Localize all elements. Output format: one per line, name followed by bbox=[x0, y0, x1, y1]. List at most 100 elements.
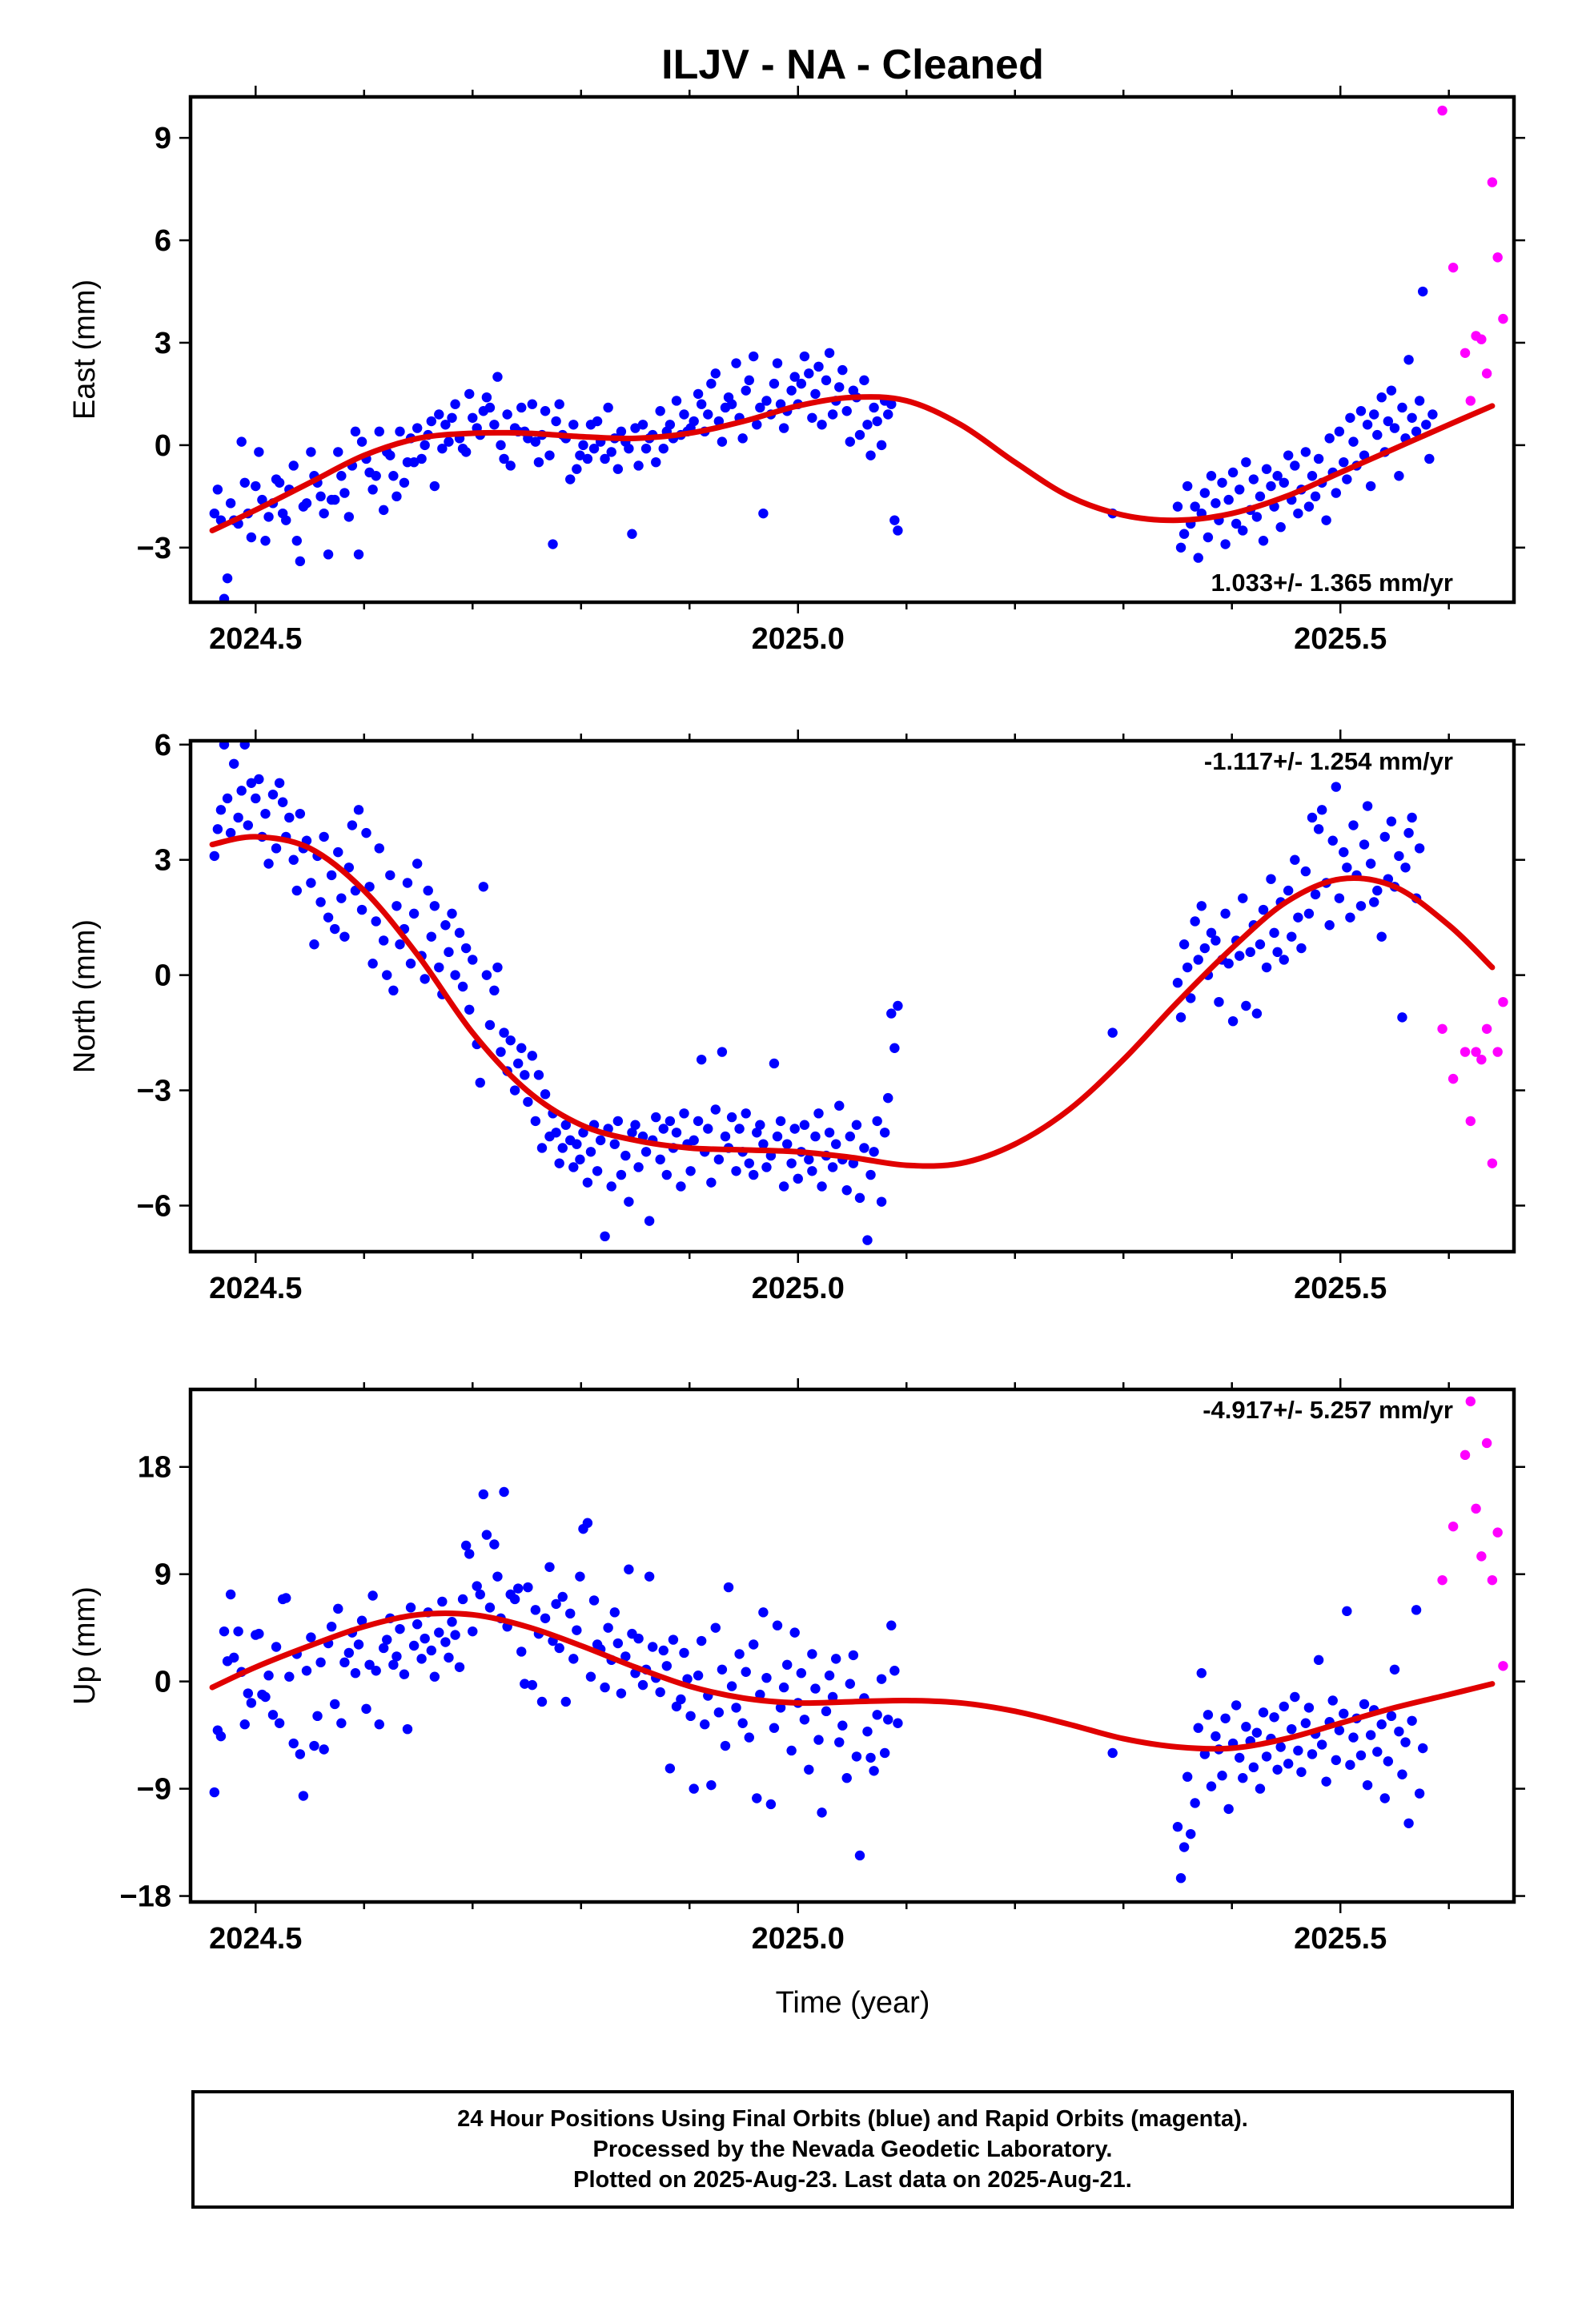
up-final-point bbox=[1217, 1771, 1227, 1781]
east-final-point bbox=[603, 402, 613, 413]
east-final-point bbox=[1217, 477, 1227, 488]
north-final-point bbox=[212, 824, 223, 834]
north-final-point bbox=[568, 1162, 579, 1172]
east-final-point bbox=[671, 396, 682, 406]
east-final-point bbox=[339, 488, 350, 498]
east-final-point bbox=[821, 375, 832, 386]
up-final-point bbox=[1417, 1743, 1428, 1754]
up-final-point bbox=[343, 1647, 355, 1659]
north-final-point bbox=[533, 1070, 544, 1080]
north-final-point bbox=[1182, 962, 1193, 973]
east-final-point bbox=[565, 474, 576, 485]
north-final-point bbox=[219, 741, 230, 750]
east-final-point bbox=[295, 556, 306, 567]
up-final-point bbox=[1178, 1842, 1190, 1852]
north-final-point bbox=[1186, 993, 1196, 1003]
east-final-point bbox=[1427, 409, 1438, 420]
up-final-point bbox=[620, 1651, 631, 1662]
east-final-point bbox=[274, 477, 285, 488]
north-final-point bbox=[315, 897, 326, 907]
north-final-point bbox=[616, 1169, 627, 1180]
east-final-point bbox=[288, 460, 299, 471]
up-final-point bbox=[516, 1647, 527, 1657]
north-final-point bbox=[1418, 0, 1427, 5]
north-final-point bbox=[1175, 1012, 1186, 1023]
east-final-point bbox=[1199, 488, 1211, 498]
north-rapid-point bbox=[1481, 1023, 1492, 1034]
up-final-point bbox=[633, 1633, 644, 1644]
north-final-point bbox=[1214, 996, 1224, 1007]
up-final-point bbox=[851, 1751, 862, 1762]
north-final-point bbox=[263, 858, 274, 869]
east-final-point bbox=[236, 436, 247, 447]
north-final-point bbox=[693, 1116, 704, 1127]
east-ytick-label: 0 bbox=[155, 429, 171, 463]
north-final-point bbox=[810, 1131, 821, 1142]
north-final-point bbox=[609, 1139, 620, 1149]
east-rapid-point bbox=[1476, 334, 1487, 344]
east-final-point bbox=[336, 471, 347, 481]
east-final-point bbox=[281, 515, 291, 525]
up-final-point bbox=[295, 1749, 306, 1759]
up-final-point bbox=[1362, 1779, 1373, 1791]
north-final-point bbox=[323, 912, 334, 923]
north-final-point bbox=[1316, 805, 1327, 815]
north-final-point bbox=[1427, 0, 1437, 5]
up-final-point bbox=[1290, 1691, 1300, 1703]
north-final-point bbox=[496, 1047, 506, 1057]
north-final-point bbox=[225, 827, 236, 838]
north-final-point bbox=[309, 939, 319, 950]
north-final-point bbox=[277, 797, 288, 807]
east-final-point bbox=[872, 416, 882, 427]
east-final-point bbox=[837, 364, 848, 376]
east-final-point bbox=[1432, 0, 1442, 5]
north-final-point bbox=[633, 1162, 644, 1172]
up-ytick-label: 9 bbox=[155, 1558, 171, 1592]
east-final-point bbox=[799, 351, 810, 362]
north-final-point bbox=[612, 1116, 624, 1127]
east-final-point bbox=[263, 512, 274, 522]
up-final-point bbox=[1193, 1723, 1203, 1733]
east-final-point bbox=[306, 447, 316, 457]
east-final-point bbox=[544, 450, 555, 460]
up-final-point bbox=[813, 1735, 824, 1745]
up-final-point bbox=[1394, 1726, 1404, 1737]
up-final-point bbox=[713, 1707, 725, 1718]
north-final-point bbox=[1421, 0, 1431, 5]
east-final-point bbox=[1421, 420, 1431, 430]
up-rapid-point bbox=[1487, 1574, 1498, 1586]
up-final-point bbox=[737, 1718, 748, 1728]
up-rapid-point bbox=[1492, 1527, 1503, 1538]
north-final-point bbox=[505, 1035, 516, 1046]
up-final-point bbox=[405, 1602, 416, 1613]
north-final-point bbox=[804, 1154, 814, 1165]
east-final-point bbox=[209, 508, 220, 519]
up-final-point bbox=[869, 1766, 879, 1776]
north-final-point bbox=[813, 1108, 824, 1119]
east-final-point bbox=[1383, 416, 1394, 427]
up-final-point bbox=[1206, 1781, 1217, 1791]
north-final-point bbox=[720, 1131, 731, 1142]
up-final-point bbox=[440, 1637, 451, 1647]
north-final-point bbox=[1362, 801, 1373, 811]
east-final-point bbox=[1235, 485, 1245, 495]
up-final-point bbox=[215, 1731, 227, 1742]
north-final-point bbox=[215, 805, 227, 815]
up-final-point bbox=[1220, 1713, 1231, 1723]
north-final-point bbox=[741, 1108, 751, 1119]
north-final-point bbox=[1211, 935, 1221, 946]
east-final-point bbox=[385, 450, 396, 460]
north-final-point bbox=[696, 1054, 707, 1065]
up-final-point bbox=[254, 1628, 264, 1639]
east-final-point bbox=[862, 420, 873, 430]
up-final-point bbox=[689, 1783, 699, 1794]
east-final-point bbox=[1331, 488, 1341, 498]
up-final-point bbox=[765, 1799, 777, 1810]
up-final-point bbox=[1424, 0, 1434, 5]
up-final-point bbox=[460, 1540, 472, 1551]
north-final-point bbox=[274, 778, 285, 788]
east-final-point bbox=[315, 491, 326, 502]
up-final-point bbox=[731, 1703, 741, 1713]
north-final-point bbox=[600, 1231, 610, 1242]
east-final-point bbox=[1376, 392, 1387, 403]
